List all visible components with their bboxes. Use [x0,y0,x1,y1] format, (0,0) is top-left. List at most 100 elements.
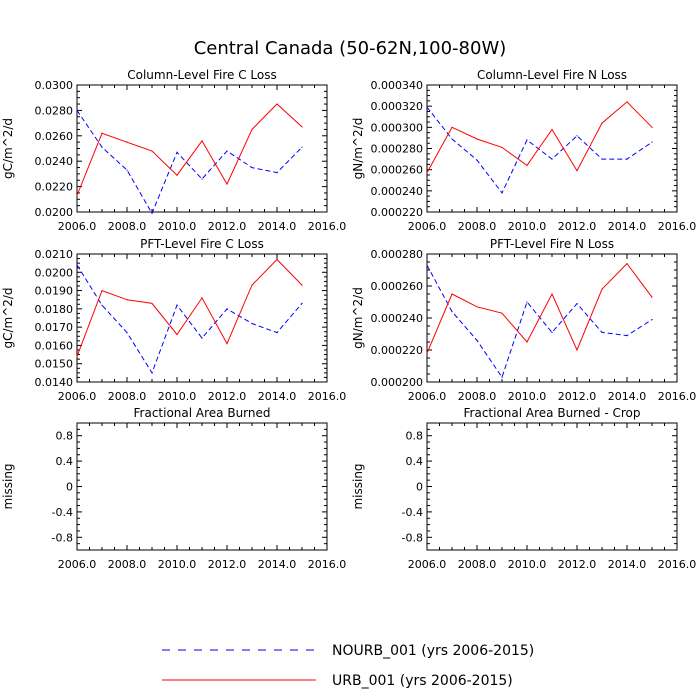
y-tick-label: 0.000340 [371,79,424,92]
y-axis-label: gC/m^2/d [1,118,15,179]
data-point [126,299,128,301]
x-tick-label: 2008.0 [108,558,147,571]
y-tick-label: 0.000260 [371,164,424,177]
x-tick-label: 2014.0 [258,220,297,233]
x-tick-label: 2006.0 [58,390,97,403]
data-point [651,296,653,298]
data-point [426,352,428,354]
panel-title: Column-Level Fire C Loss [127,68,277,82]
data-point [476,159,478,161]
data-point [176,151,178,153]
data-point [201,140,203,142]
x-tick-label: 2014.0 [258,558,297,571]
data-point [576,135,578,137]
data-point [551,293,553,295]
y-axis-label: gN/m^2/d [351,287,365,349]
x-tick-label: 2012.0 [208,558,247,571]
data-point [601,288,603,290]
x-tick-label: 2012.0 [558,558,597,571]
data-point [501,192,503,194]
panel-title: PFT-Level Fire C Loss [140,237,264,251]
x-tick-label: 2008.0 [458,558,497,571]
y-tick-label: 0.0260 [35,130,74,143]
y-tick-label: -0.8 [52,531,73,544]
y-tick-label: 0.000300 [371,121,424,134]
data-point [301,284,303,286]
y-axis-label: missing [1,463,15,509]
data-point [126,141,128,143]
x-tick-label: 2010.0 [508,558,547,571]
y-axis-label: gC/m^2/d [1,287,15,348]
chart-panel-5: Fractional Area Burned missing 2006.0 2008.… [1,406,346,571]
y-tick-label: -0.4 [402,506,423,519]
data-point [201,178,203,180]
y-tick-label: 0.0210 [35,248,74,261]
y-tick-label: 0.0170 [35,321,74,334]
panel-title: Column-Level Fire N Loss [477,68,627,82]
data-point [76,194,78,197]
data-point [251,284,253,286]
series-line-nourb [76,264,303,375]
legend-label-nourb: NOURB_001 (yrs 2006-2015) [332,643,534,659]
chart-panel-4: PFT-Level Fire N Loss gN/m^2/d 2006.0 2008.… [351,237,696,403]
x-tick-label: 2008.0 [108,390,147,403]
data-point [551,331,553,333]
data-point [626,335,628,337]
series-line-urb [426,101,653,174]
data-point [176,174,178,176]
data-point [226,183,228,185]
data-point [476,138,478,140]
panel-title: PFT-Level Fire N Loss [490,237,614,251]
data-point [201,337,203,339]
data-point [601,122,603,124]
data-point [101,304,103,306]
x-tick-label: 2014.0 [258,390,297,403]
data-point [101,132,103,134]
plot-frame [76,84,328,213]
y-tick-label: 0.0240 [35,155,74,168]
x-tick-label: 2012.0 [558,220,597,233]
data-point [226,308,228,310]
data-point [226,150,228,152]
data-point [126,169,128,171]
series-line-urb [426,262,653,354]
x-tick-label: 2006.0 [408,390,447,403]
data-point [651,126,653,128]
x-tick-label: 2012.0 [208,220,247,233]
x-tick-label: 2016.0 [658,390,697,403]
y-tick-label: 0.4 [406,455,424,468]
plot-frame [426,84,678,213]
series-line-urb [76,258,303,357]
legend: NOURB_001 (yrs 2006-2015) URB_001 (yrs 2… [162,643,534,689]
y-tick-label: 0.0190 [35,285,74,298]
x-tick-label: 2010.0 [158,220,197,233]
data-point [226,343,228,345]
y-tick-label: 0.000260 [371,280,424,293]
x-tick-label: 2008.0 [108,220,147,233]
data-point [451,126,453,128]
data-point [76,355,78,357]
x-tick-label: 2016.0 [308,220,347,233]
y-axis-label: gN/m^2/d [351,118,365,180]
data-point [451,311,453,313]
data-point [526,341,528,343]
chart-panel-1: Column-Level Fire C Loss gC/m^2/d 2006.0 20… [1,68,346,233]
data-point [626,101,628,103]
y-tick-label: 0.000200 [371,376,424,389]
data-point [526,164,528,167]
y-axis-label: missing [351,463,365,509]
data-point [626,158,628,160]
y-tick-label: 0.8 [56,430,74,443]
y-tick-label: 0.0160 [35,339,74,352]
data-point [151,150,153,152]
data-point [276,172,278,174]
data-point [551,128,553,131]
x-tick-label: 2008.0 [458,220,497,233]
y-tick-label: 0.0180 [35,303,74,316]
x-tick-label: 2010.0 [158,558,197,571]
x-tick-label: 2008.0 [458,390,497,403]
data-point [476,306,478,308]
x-tick-label: 2006.0 [408,220,447,233]
x-tick-label: 2014.0 [608,558,647,571]
